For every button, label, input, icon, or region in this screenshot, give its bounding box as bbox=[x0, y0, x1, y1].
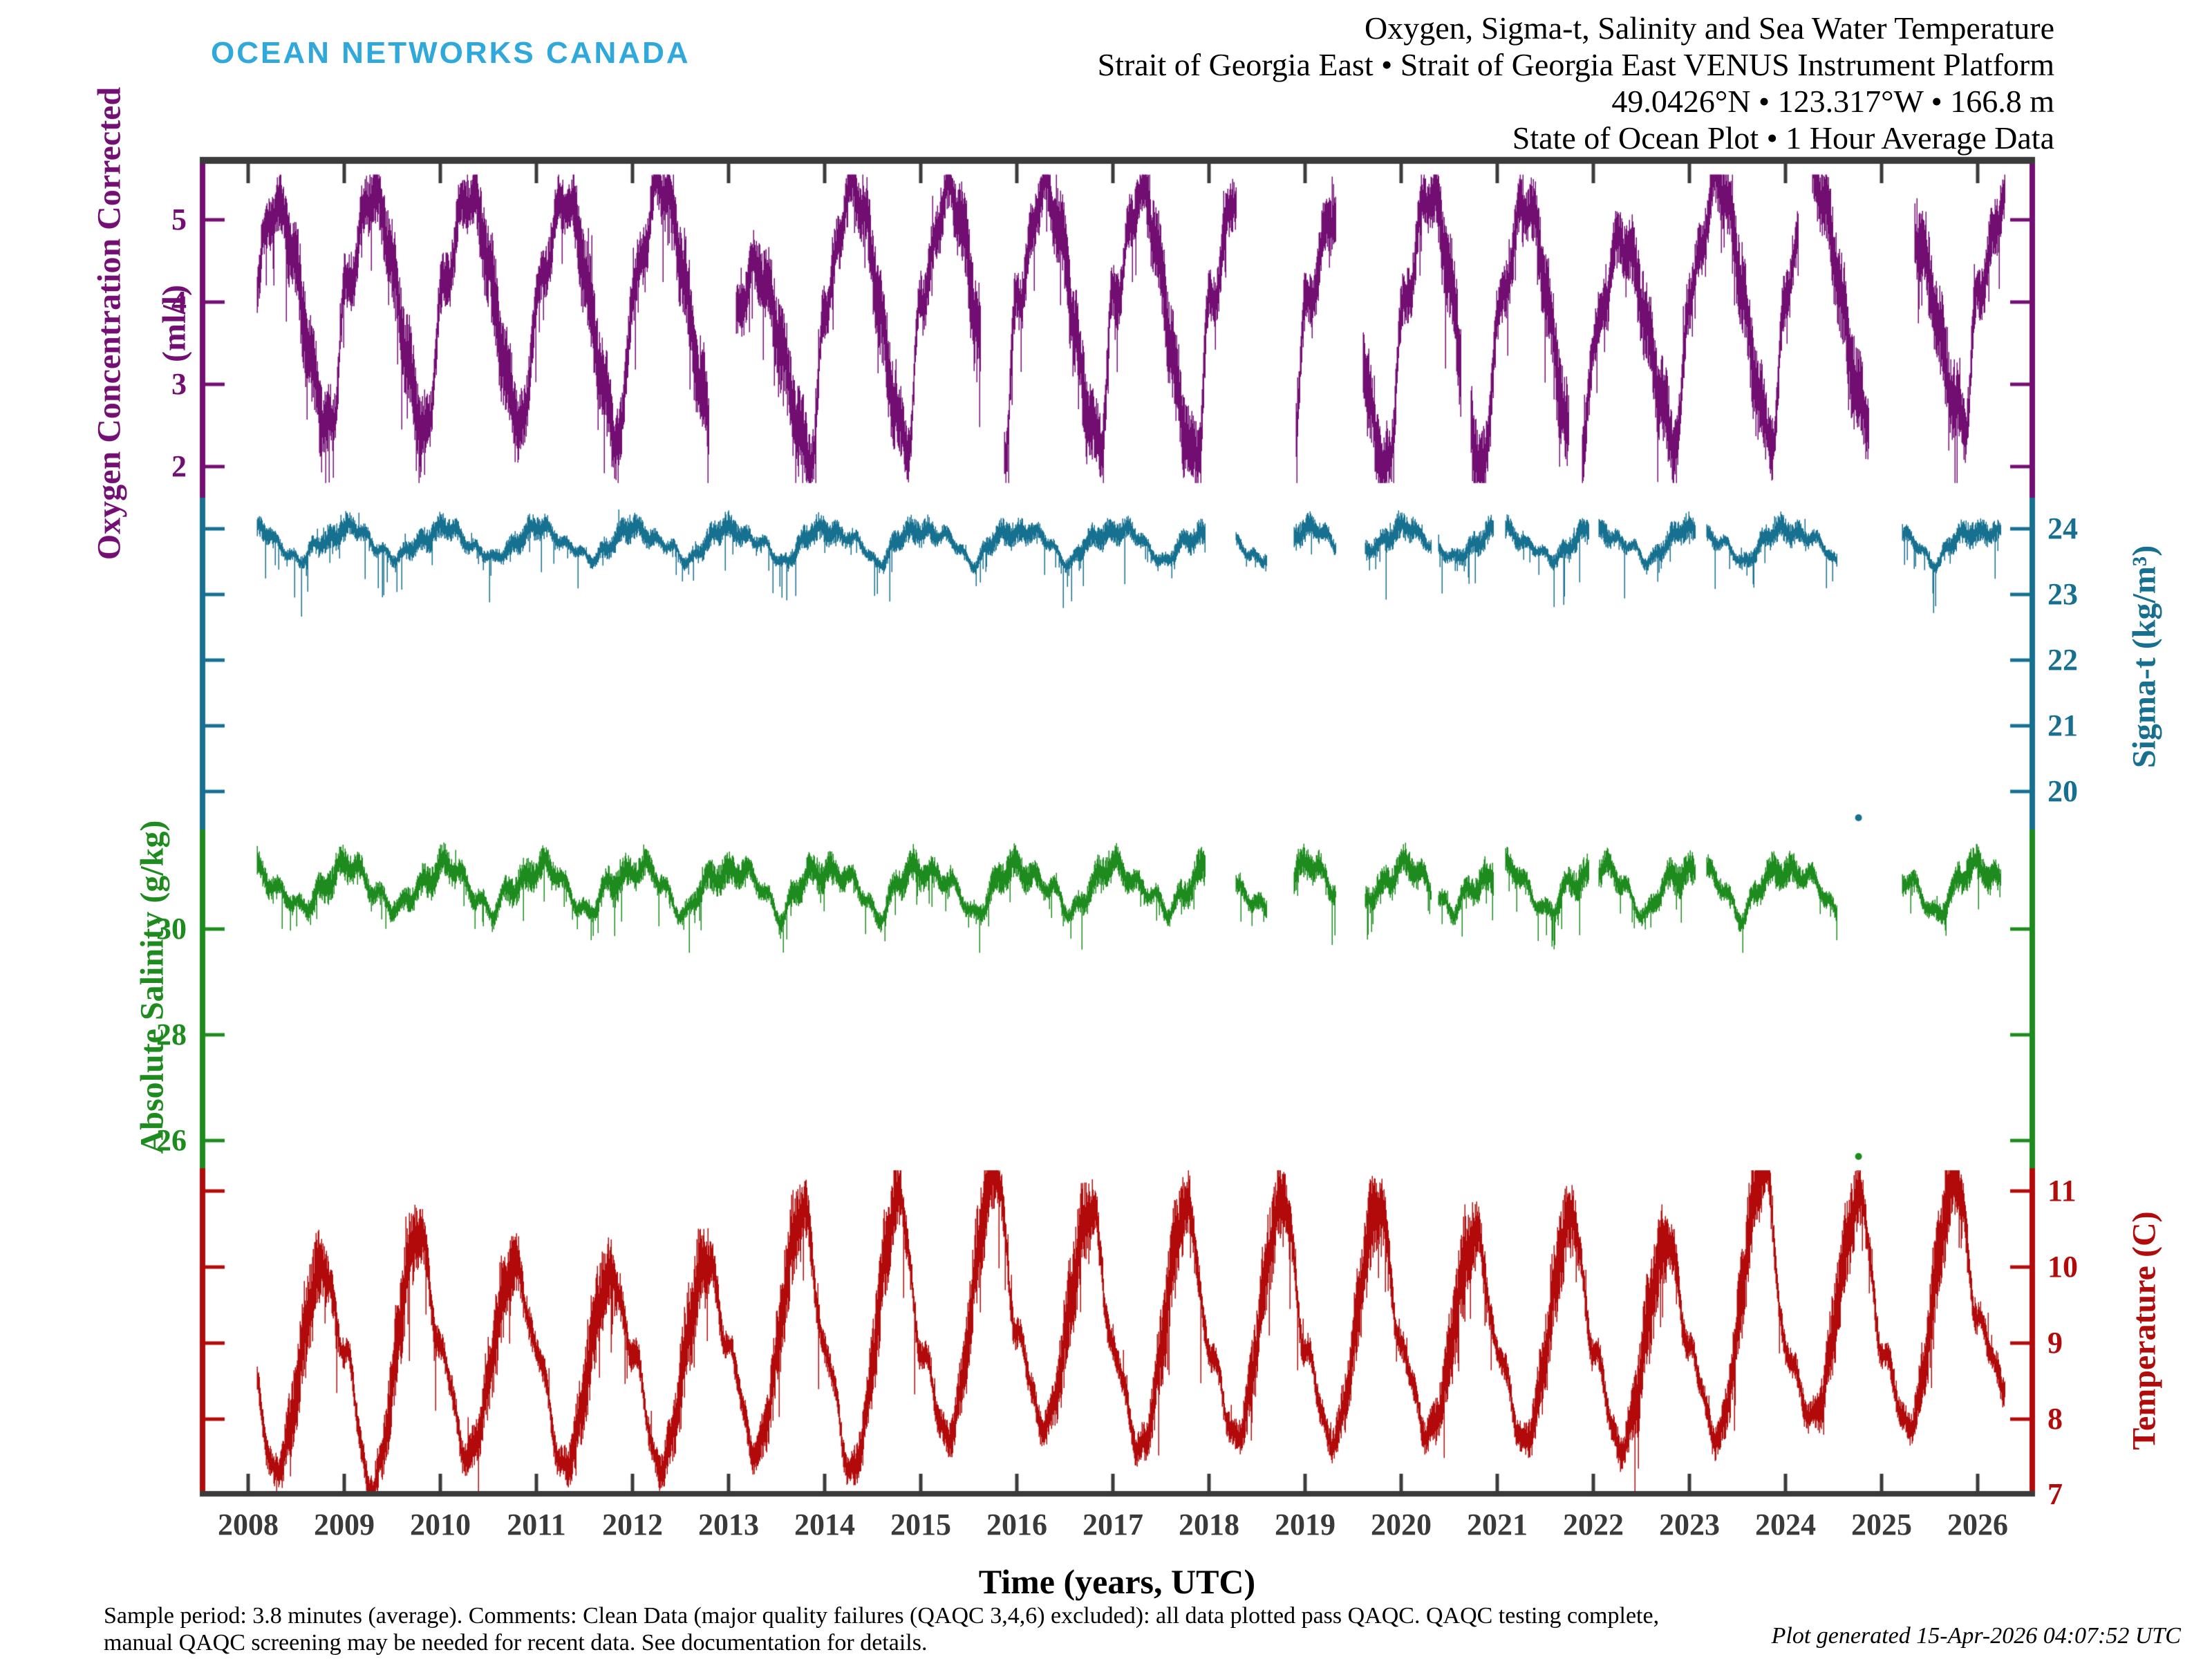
salinity-tick-label: 28 bbox=[156, 1018, 187, 1051]
year-tick-label: 2013 bbox=[698, 1508, 759, 1541]
oxygen-tick-label: 2 bbox=[171, 449, 187, 483]
temperature-tick-label: 9 bbox=[2047, 1326, 2063, 1360]
year-tick-label: 2012 bbox=[602, 1508, 663, 1541]
year-tick-label: 2025 bbox=[1851, 1508, 1912, 1541]
year-tick-label: 2021 bbox=[1467, 1508, 1528, 1541]
year-tick-label: 2026 bbox=[1947, 1508, 2008, 1541]
onc-logo: OCEAN NETWORKS CANADA bbox=[211, 36, 691, 70]
footer-line-2: manual QAQC screening may be needed for … bbox=[104, 1630, 928, 1656]
oxygen-tick-label: 4 bbox=[171, 285, 187, 319]
year-tick-label: 2022 bbox=[1563, 1508, 1624, 1541]
year-tick-label: 2010 bbox=[410, 1508, 471, 1541]
year-tick-label: 2011 bbox=[507, 1508, 566, 1541]
salinity-tick-label: 26 bbox=[156, 1123, 187, 1157]
sigmat-tick-label: 22 bbox=[2047, 643, 2078, 677]
year-tick-label: 2015 bbox=[890, 1508, 951, 1541]
oxygen-tick-label: 3 bbox=[171, 367, 187, 401]
year-tick-label: 2008 bbox=[218, 1508, 279, 1541]
year-tick-label: 2020 bbox=[1371, 1508, 1432, 1541]
temperature-tick-label: 10 bbox=[2047, 1250, 2078, 1284]
footer-line-1: Sample period: 3.8 minutes (average). Co… bbox=[104, 1603, 1660, 1629]
plot-title-block: Oxygen, Sigma-t, Salinity and Sea Water … bbox=[1098, 10, 2054, 156]
salinity-tick-label: 30 bbox=[156, 912, 187, 946]
sigmat-tick-label: 21 bbox=[2047, 709, 2078, 742]
temperature-tick-label: 7 bbox=[2047, 1477, 2063, 1511]
year-tick-label: 2014 bbox=[794, 1508, 855, 1541]
title-line-coordinates: 49.0426°N • 123.317°W • 166.8 m bbox=[1611, 84, 2054, 119]
title-line-variables: Oxygen, Sigma-t, Salinity and Sea Water … bbox=[1364, 10, 2054, 46]
year-tick-label: 2017 bbox=[1082, 1508, 1143, 1541]
temperature-tick-label: 11 bbox=[2047, 1174, 2077, 1208]
year-tick-label: 2024 bbox=[1755, 1508, 1816, 1541]
temperature-tick-label: 8 bbox=[2047, 1402, 2063, 1436]
year-tick-label: 2009 bbox=[314, 1508, 375, 1541]
year-tick-label: 2016 bbox=[986, 1508, 1047, 1541]
sigmat-tick-label: 20 bbox=[2047, 774, 2078, 808]
oxygen-axis-title: Oxygen Concentration Corrected bbox=[91, 86, 128, 561]
plot-generated-timestamp: Plot generated 15-Apr-2026 04:07:52 UTC bbox=[1771, 1623, 2181, 1649]
salinity-axis-title: Absolute Salinity (g/kg) bbox=[133, 820, 171, 1154]
sigmat-tick-label: 24 bbox=[2047, 512, 2078, 545]
sigmat-tick-label: 23 bbox=[2047, 577, 2078, 611]
title-line-station: Strait of Georgia East • Strait of Georg… bbox=[1097, 47, 2054, 82]
year-tick-label: 2018 bbox=[1179, 1508, 1239, 1541]
title-line-plot-type: State of Ocean Plot • 1 Hour Average Dat… bbox=[1512, 120, 2054, 156]
time-axis-title: Time (years, UTC) bbox=[978, 1562, 1256, 1601]
year-tick-label: 2019 bbox=[1275, 1508, 1335, 1541]
oxygen-tick-label: 5 bbox=[171, 203, 187, 236]
footer-comments: Sample period: 3.8 minutes (average). Co… bbox=[104, 1602, 1659, 1656]
year-tick-label: 2023 bbox=[1659, 1508, 1720, 1541]
